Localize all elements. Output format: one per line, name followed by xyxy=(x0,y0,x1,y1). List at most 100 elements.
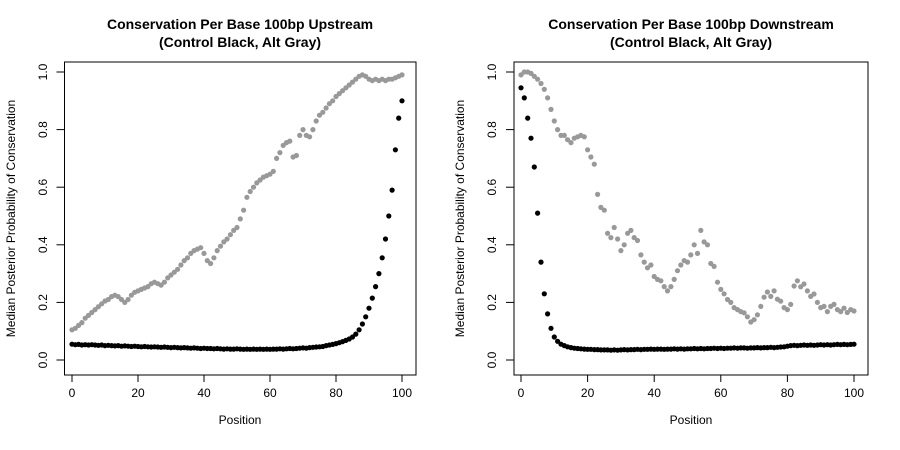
data-point xyxy=(718,286,724,292)
data-point xyxy=(751,317,757,323)
data-point xyxy=(234,224,240,231)
x-tick-label: 80 xyxy=(781,386,795,400)
data-point xyxy=(684,259,691,265)
data-point xyxy=(588,154,594,160)
data-point xyxy=(250,184,257,190)
data-point xyxy=(310,127,316,133)
data-point xyxy=(538,80,544,87)
y-axis-title: Median Posterior Probability of Conserva… xyxy=(453,100,467,337)
upstream-series-alt xyxy=(69,72,405,333)
data-point xyxy=(618,248,624,254)
data-point xyxy=(791,283,797,289)
data-point xyxy=(804,288,811,294)
data-point xyxy=(741,310,747,316)
data-point xyxy=(831,301,837,307)
plot-title: Conservation Per Base 100bp Upstream xyxy=(107,16,373,32)
data-point xyxy=(178,262,184,268)
y-tick-label: 0.6 xyxy=(36,179,50,196)
data-point xyxy=(565,137,571,143)
data-point xyxy=(548,325,554,331)
data-point xyxy=(217,243,224,249)
data-point xyxy=(761,294,767,300)
data-point xyxy=(373,284,379,290)
data-point xyxy=(555,338,561,344)
data-point xyxy=(541,291,547,297)
data-point xyxy=(214,248,220,254)
x-tick-label: 60 xyxy=(263,386,277,400)
data-point xyxy=(548,106,554,112)
data-point xyxy=(224,236,230,242)
data-point xyxy=(641,259,647,265)
data-point xyxy=(721,291,727,297)
data-point xyxy=(300,127,306,133)
data-point xyxy=(621,242,627,248)
data-point xyxy=(161,279,167,285)
x-tick-label: 100 xyxy=(392,386,412,400)
data-point xyxy=(274,155,280,161)
data-point xyxy=(658,278,664,284)
data-point xyxy=(366,305,372,311)
data-point xyxy=(330,98,336,104)
data-point xyxy=(661,284,667,290)
y-tick-label: 0.2 xyxy=(485,294,499,311)
data-point xyxy=(244,194,250,200)
x-tick-label: 0 xyxy=(69,386,76,400)
data-point xyxy=(399,72,405,78)
y-tick-label: 1.0 xyxy=(36,63,50,80)
y-tick-label: 0.6 xyxy=(485,179,499,196)
x-axis-title: Position xyxy=(670,413,713,427)
x-tick-label: 0 xyxy=(518,386,525,400)
data-point xyxy=(396,115,402,121)
y-tick-label: 0.0 xyxy=(485,351,499,368)
downstream-series-alt xyxy=(518,69,857,325)
data-point xyxy=(701,239,707,245)
data-point xyxy=(844,309,850,316)
data-point xyxy=(241,207,247,213)
upstream-plot-panel: Conservation Per Base 100bp Upstream (Con… xyxy=(4,16,417,427)
data-point xyxy=(634,237,641,244)
data-point xyxy=(851,341,857,347)
data-point xyxy=(386,213,392,219)
data-point xyxy=(561,132,567,138)
y-tick-label: 0.4 xyxy=(36,236,50,253)
data-point xyxy=(379,255,385,261)
y-tick-label: 1.0 xyxy=(485,63,499,80)
data-point xyxy=(198,245,204,251)
data-point xyxy=(714,279,721,285)
data-point xyxy=(79,320,85,326)
data-point xyxy=(754,312,761,318)
data-point xyxy=(363,314,369,320)
data-point xyxy=(744,314,751,320)
plot-subtitle: (Control Black, Alt Gray) xyxy=(610,34,772,50)
data-point xyxy=(608,235,614,241)
data-point xyxy=(814,299,821,305)
data-point xyxy=(528,135,534,141)
data-point xyxy=(208,260,214,267)
data-point xyxy=(227,232,233,238)
data-point xyxy=(664,288,671,294)
data-point xyxy=(801,281,807,287)
plot-title: Conservation Per Base 100bp Downstream xyxy=(548,16,834,32)
data-point xyxy=(293,152,299,159)
data-point xyxy=(313,118,319,124)
data-point xyxy=(671,276,677,282)
plot-box xyxy=(513,61,869,376)
data-point xyxy=(551,334,557,340)
data-point xyxy=(605,230,611,236)
data-point xyxy=(668,284,674,290)
x-tick-label: 20 xyxy=(581,386,595,400)
data-point xyxy=(674,268,681,274)
data-point xyxy=(535,210,541,216)
data-point xyxy=(545,95,551,101)
data-point xyxy=(764,289,771,295)
y-tick-label: 0.8 xyxy=(36,121,50,138)
data-point xyxy=(175,266,181,272)
data-point xyxy=(184,255,191,261)
data-point xyxy=(531,164,537,170)
data-point xyxy=(678,262,684,268)
data-point xyxy=(382,236,389,242)
downstream-series-control xyxy=(518,85,857,353)
data-point xyxy=(545,311,551,317)
